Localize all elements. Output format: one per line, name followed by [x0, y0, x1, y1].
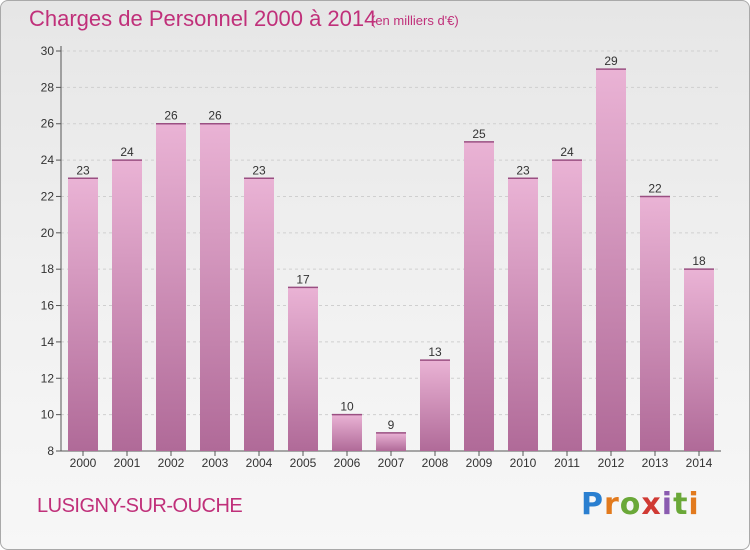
bar	[112, 160, 142, 451]
x-tick-label: 2001	[114, 456, 141, 470]
data-label: 23	[252, 163, 266, 177]
bar	[596, 69, 626, 451]
chart-title: Charges de Personnel 2000 à 2014	[29, 6, 377, 31]
bar	[464, 141, 494, 451]
data-label: 24	[560, 145, 574, 159]
data-label: 18	[692, 254, 706, 268]
bar	[420, 360, 450, 451]
data-label: 9	[388, 418, 395, 432]
bar	[640, 196, 670, 451]
bar	[288, 287, 318, 451]
y-tick-label: 14	[41, 335, 55, 349]
data-label: 17	[296, 272, 310, 286]
data-label: 29	[604, 54, 618, 68]
x-tick-label: 2007	[378, 456, 405, 470]
x-tick-label: 2012	[598, 456, 625, 470]
proxiti-logo: Proxiti	[581, 487, 700, 522]
y-tick-label: 16	[41, 299, 55, 313]
data-label: 23	[76, 163, 90, 177]
data-label: 25	[472, 127, 486, 141]
y-tick-label: 12	[41, 371, 55, 385]
commune-name: LUSIGNY-SUR-OUCHE	[37, 495, 243, 517]
y-tick-label: 18	[41, 262, 55, 276]
bar	[332, 414, 362, 451]
y-tick-label: 24	[41, 153, 55, 167]
y-tick-label: 22	[41, 189, 55, 203]
x-tick-label: 2013	[642, 456, 669, 470]
data-label: 26	[208, 109, 222, 123]
x-tick-label: 2010	[510, 456, 537, 470]
x-tick-label: 2000	[70, 456, 97, 470]
y-tick-label: 20	[41, 226, 55, 240]
x-tick-label: 2004	[246, 456, 273, 470]
y-tick-label: 26	[41, 117, 55, 131]
x-tick-label: 2003	[202, 456, 229, 470]
x-tick-label: 2002	[158, 456, 185, 470]
data-label: 13	[428, 345, 442, 359]
bar	[68, 178, 98, 452]
chart-subtitle: (en milliers d'€)	[371, 13, 459, 28]
x-tick-label: 2009	[466, 456, 493, 470]
bar	[376, 432, 406, 451]
data-label: 24	[120, 145, 134, 159]
bar	[156, 123, 186, 452]
y-tick-label: 10	[41, 408, 55, 422]
bar	[200, 123, 230, 452]
x-tick-label: 2011	[554, 456, 580, 470]
y-tick-label: 8	[47, 444, 54, 458]
data-label: 22	[648, 181, 662, 195]
x-tick-label: 2014	[686, 456, 713, 470]
data-label: 10	[340, 400, 354, 414]
x-tick-label: 2006	[334, 456, 361, 470]
bar	[684, 269, 714, 451]
y-tick-label: 30	[41, 44, 55, 58]
data-label: 26	[164, 109, 178, 123]
bar	[552, 160, 582, 451]
y-tick-label: 28	[41, 80, 55, 94]
data-label: 23	[516, 163, 530, 177]
bar	[244, 178, 274, 452]
x-tick-label: 2005	[290, 456, 317, 470]
x-tick-label: 2008	[422, 456, 449, 470]
bar	[508, 178, 538, 452]
